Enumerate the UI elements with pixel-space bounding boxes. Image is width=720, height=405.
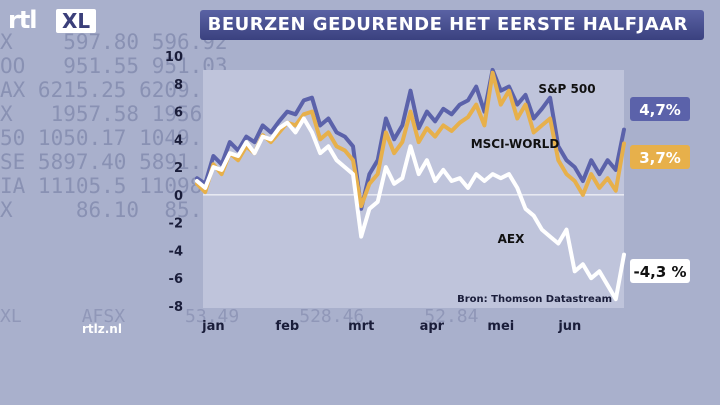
sp500-end-badge: 4,7% <box>630 97 690 121</box>
x-tick-label: mei <box>487 319 514 334</box>
site-label: rtlz.nl <box>82 322 122 336</box>
y-axis: 10 8 6 4 2 0 -2 -4 -6 -8 <box>165 50 183 315</box>
msci-world-end-badge: 3,7% <box>630 145 690 169</box>
series-labels: S&P 500 MSCI-WORLD AEX 4,7% 3,7% -4,3 % <box>471 82 690 283</box>
y-tick-label: 0 <box>174 189 183 204</box>
y-tick-label: 8 <box>174 78 183 93</box>
sp500-name-label: S&P 500 <box>538 82 595 96</box>
y-tick-label: 10 <box>165 50 183 65</box>
y-tick-label: -8 <box>169 300 183 315</box>
end-badge-box <box>630 145 690 169</box>
y-tick-label: -4 <box>169 244 183 259</box>
page-title: BEURZEN GEDURENDE HET EERSTE HALFJAAR <box>207 14 688 35</box>
background-ticker-row: X 86.10 85.53 <box>0 198 228 222</box>
sp500-line <box>195 67 626 211</box>
background-ticker-row: 50 1050.17 1049.50 <box>0 126 228 150</box>
aex-name-label: AEX <box>498 232 525 246</box>
aex-end-badge: -4,3 % <box>630 259 690 283</box>
y-tick-label: -2 <box>169 217 183 232</box>
background-ticker-bottom: XL AFSX 53.49 528.46 52.84 <box>0 306 720 336</box>
series-group <box>195 67 626 302</box>
background-ticker-cell: 53.49 <box>185 306 240 327</box>
x-axis: jan feb mrt apr mei jun <box>201 319 581 334</box>
y-tick-label: 4 <box>174 133 183 148</box>
end-badge-box <box>630 259 690 283</box>
aex-line <box>195 116 626 302</box>
x-tick-label: jun <box>557 319 581 334</box>
x-tick-label: apr <box>420 319 445 334</box>
msci-world-name-label: MSCI-WORLD <box>471 137 560 151</box>
background-ticker-cell: 528.46 <box>299 306 365 327</box>
logo-xl: XL <box>56 9 97 33</box>
end-badge-label: 4,7% <box>639 101 681 119</box>
title-bar: BEURZEN GEDURENDE HET EERSTE HALFJAAR <box>200 10 704 40</box>
background-ticker-cell: 52.84 <box>424 306 479 327</box>
x-tick-label: jan <box>201 319 224 334</box>
background-ticker-row: X 597.80 596.92 <box>0 30 228 54</box>
y-tick-label: -6 <box>169 272 183 287</box>
source-label: Bron: Thomson Datastream <box>457 294 612 305</box>
end-badge-box <box>630 97 690 121</box>
y-tick-label: 2 <box>174 161 183 176</box>
background-ticker-cell: XL <box>0 306 22 327</box>
logo-rtl: rtl <box>8 6 38 34</box>
background-ticker-cell: AFSX <box>81 306 126 327</box>
x-tick-label: feb <box>275 319 299 334</box>
end-badge-label: -4,3 % <box>633 263 686 281</box>
x-tick-label: mrt <box>348 319 374 334</box>
y-tick-label: 6 <box>174 106 183 121</box>
end-badge-label: 3,7% <box>639 149 681 167</box>
